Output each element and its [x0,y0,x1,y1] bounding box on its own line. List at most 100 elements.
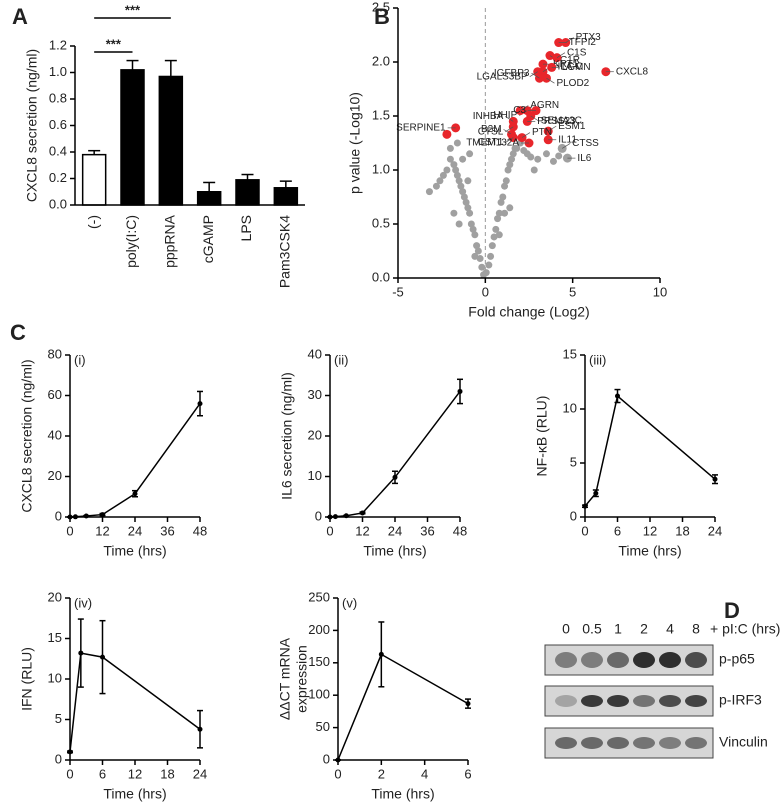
blot-band [555,737,577,749]
point-label: HHIP [493,110,517,121]
bar [273,187,299,206]
x-tick-label: 24 [708,523,722,538]
point-label: HLA-C [553,61,583,72]
x-tick-label: 6 [614,523,621,538]
point [459,188,467,196]
blot-band [581,695,603,707]
y-axis-title: IL6 secretion (ng/ml) [279,372,295,500]
blot-band [685,737,707,749]
y-tick-label: 250 [308,589,330,604]
y-tick-label: 20 [308,427,322,442]
point-label: B2M [481,124,502,135]
y-tick-label: 40 [308,346,322,361]
point [501,209,509,217]
x-tick-label: 0 [334,766,341,781]
lane-label: 2 [640,621,648,637]
x-tick-label: 24 [193,766,207,781]
point [466,209,474,217]
point-label: TFPI2 [569,37,597,48]
x-tick-label: 48 [453,523,467,538]
x-tick-label: 0 [482,284,489,299]
x-tick-label: 24 [128,523,142,538]
point-label: LGALS3BP [477,71,528,82]
x-tick-label: 2 [378,766,385,781]
point [197,401,203,407]
y-axis-title: expression [294,645,310,713]
treatment-label: + pI:C (hrs) [710,621,780,637]
point [474,247,482,255]
y-tick-label: 0 [570,508,577,523]
point [436,177,444,185]
y-tick-label: 0.0 [49,196,67,211]
bar [196,191,222,206]
point [457,388,463,394]
bar [120,69,145,206]
y-tick-label: 5 [55,711,62,726]
point-label: IGFBP3 [494,68,530,79]
point [506,161,514,169]
y-tick-label: 5 [570,454,577,469]
x-tick-label: 48 [193,523,207,538]
point [439,171,447,179]
x-tick-label: 6 [464,766,471,781]
point [360,510,365,516]
blot-band [633,737,655,749]
x-tick-label: 5 [569,284,576,299]
y-tick-label: 0 [55,508,62,523]
point [471,231,479,239]
x-tick-label: 18 [160,766,174,781]
blot-band [581,737,603,749]
x-tick-label: 24 [388,523,402,538]
point [497,198,505,206]
blot-band [607,695,629,707]
label-leader [565,37,574,43]
point [504,166,512,174]
point [487,252,495,260]
y-tick-label: 15 [48,630,62,645]
y-tick-label: 0 [315,508,322,523]
label-leader [521,132,531,138]
point [499,193,507,201]
label-leader [548,125,557,132]
panel-annotation: (v) [342,595,357,610]
point [83,513,89,519]
y-tick-label: 0 [323,751,330,766]
point [392,474,398,480]
lane-label: 4 [666,621,674,637]
blot-band [607,652,629,668]
x-axis-title: Time (hrs) [618,543,681,559]
x-axis-title: Time (hrs) [371,786,434,802]
point-label: IL6 [577,153,591,164]
point [530,166,538,174]
x-tick-label: 12 [355,523,369,538]
y-tick-label: 30 [308,387,322,402]
point [527,153,535,161]
point [471,252,479,260]
data-line [337,653,469,761]
point [100,654,105,660]
point [462,198,470,206]
x-tick-label: 18 [675,523,689,538]
y-tick-label: 0.0 [372,269,390,284]
y-tick-label: 0.6 [49,117,67,132]
point [72,514,78,520]
panel-annotation: (iv) [74,595,92,610]
y-tick-label: 0 [55,751,62,766]
blot-band [555,652,577,668]
point [502,177,510,185]
point-label: CTSS [572,138,599,149]
y-axis-title: ΔΔCT mRNA [277,637,293,720]
label-leader [546,77,555,84]
point-label: IL11 [558,134,577,145]
point [327,514,333,520]
x-tick-label: 0 [66,523,73,538]
point-label: CTSL [478,126,504,137]
y-tick-label: 1.0 [49,64,67,79]
y-tick-label: 60 [48,387,62,402]
point [488,242,496,250]
point-label: C3 [513,105,526,116]
point [712,476,718,482]
significance-label: *** [106,36,122,51]
point [501,182,509,190]
